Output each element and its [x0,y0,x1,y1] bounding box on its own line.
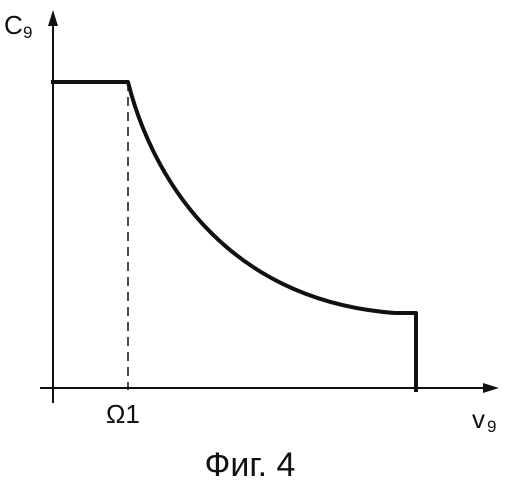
y-axis-arrow [48,10,58,26]
y-axis-label-subscript: 9 [23,23,32,42]
x-axis-label: v [472,404,485,434]
x-axis-arrow [483,383,499,393]
series-curve [53,82,416,390]
x-tick-label-omega1: Ω1 [106,399,140,429]
figure-chart: C 9 v 9 Ω1 [0,0,508,440]
figure-caption: Фиг. 4 [170,446,330,485]
x-axis-label-subscript: 9 [487,417,496,436]
y-axis-label: C [4,10,23,40]
